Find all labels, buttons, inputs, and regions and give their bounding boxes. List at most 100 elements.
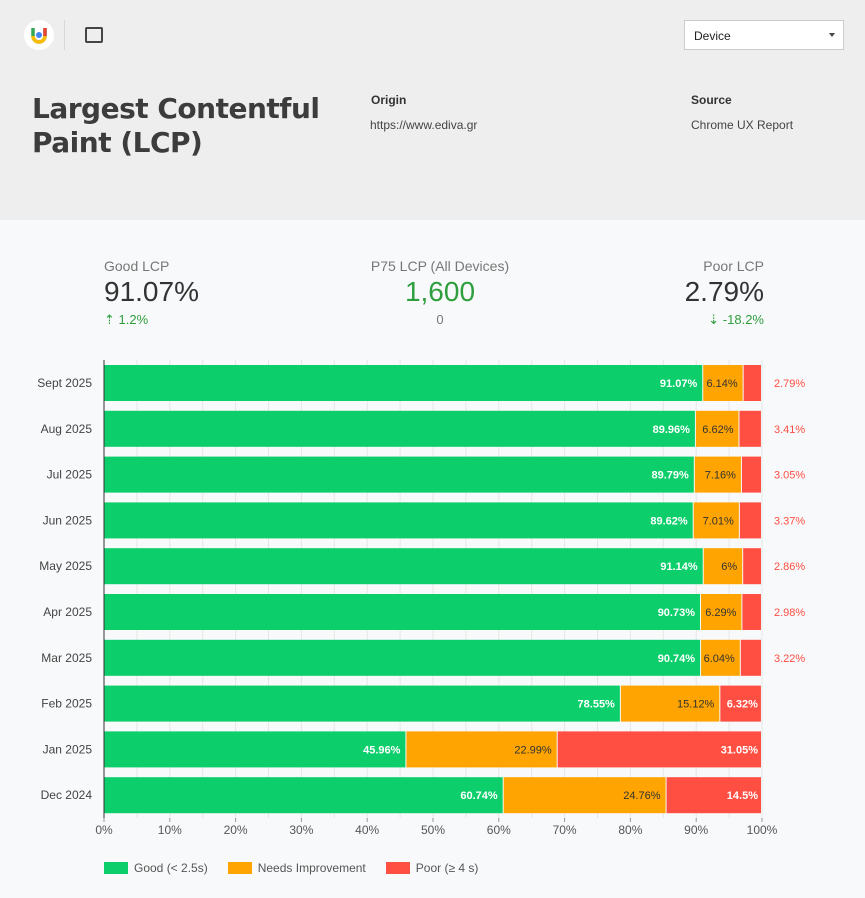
arrow-up-icon: ⇡ [104, 312, 119, 327]
data-label-needs-improvement: 6.62% [702, 424, 733, 436]
data-label-needs-improvement: 24.76% [623, 790, 661, 802]
x-tick-label: 60% [487, 823, 511, 837]
y-tick-label: Jul 2025 [47, 468, 93, 482]
data-label-poor: 2.79% [774, 378, 805, 390]
chart-legend: Good (< 2.5s) Needs Improvement Poor (≥ … [104, 861, 498, 875]
y-tick-label: Jan 2025 [43, 742, 93, 756]
legend-label: Poor (≥ 4 s) [415, 861, 479, 875]
y-tick-label: Apr 2025 [43, 605, 92, 619]
legend-label: Good (< 2.5s) [134, 861, 208, 875]
legend-label: Needs Improvement [257, 861, 366, 875]
kpi-delta: 0 [436, 312, 444, 327]
origin-label: Origin [371, 93, 407, 107]
bar-needs-improvement [701, 639, 740, 676]
legend-swatch [104, 862, 128, 874]
data-label-needs-improvement: 15.12% [677, 699, 715, 711]
looker-studio-logo-icon[interactable] [24, 20, 54, 50]
data-label-poor: 3.37% [774, 515, 805, 527]
x-tick-label: 10% [158, 823, 182, 837]
bar-good [104, 777, 503, 814]
data-label-poor: 2.86% [774, 561, 805, 573]
kpi-p75-lcp: P75 LCP (All Devices) 1,600 0 [340, 258, 540, 327]
x-tick-label: 70% [553, 823, 577, 837]
bar-poor [557, 731, 761, 768]
y-tick-label: Sept 2025 [37, 376, 92, 390]
data-label-needs-improvement: 6.04% [704, 653, 735, 665]
kpi-delta: ⇡ 1.2% [104, 312, 304, 328]
source-value: Chrome UX Report [691, 118, 794, 132]
x-tick-label: 50% [421, 823, 445, 837]
data-label-poor: 31.05% [721, 744, 759, 756]
kpi-good-lcp: Good LCP 91.07% ⇡ 1.2% [104, 258, 304, 328]
bar-needs-improvement [693, 502, 739, 539]
device-select[interactable]: Device [684, 20, 844, 50]
data-label-poor: 14.5% [727, 790, 758, 802]
bar-poor [740, 639, 761, 676]
legend-item-good[interactable]: Good (< 2.5s) [104, 861, 208, 875]
x-tick-label: 30% [289, 823, 313, 837]
bar-poor [743, 548, 761, 585]
x-tick-label: 40% [355, 823, 379, 837]
bar-needs-improvement [406, 731, 557, 768]
data-label-needs-improvement: 6.29% [705, 607, 736, 619]
kpi-label: Poor LCP [703, 258, 764, 274]
data-label-good: 89.96% [653, 424, 691, 436]
y-tick-label: Aug 2025 [41, 422, 93, 436]
bar-needs-improvement [695, 410, 739, 447]
data-label-poor: 3.41% [774, 424, 805, 436]
bar-needs-improvement [701, 594, 742, 630]
bar-poor [739, 502, 761, 539]
data-label-needs-improvement: 22.99% [514, 744, 552, 756]
data-label-good: 91.14% [660, 561, 698, 573]
report-header: Device Largest Contentful Paint (LCP) Or… [0, 0, 865, 220]
data-label-needs-improvement: 7.16% [705, 470, 736, 482]
kpi-poor-lcp: Poor LCP 2.79% ⇣ -18.2% [564, 258, 764, 328]
kpi-label: Good LCP [104, 258, 170, 274]
y-tick-label: Feb 2025 [41, 697, 92, 711]
fullscreen-icon[interactable] [85, 27, 103, 43]
kpi-value: 91.07% [104, 276, 199, 307]
origin-value: https://www.ediva.gr [370, 118, 478, 132]
x-tick-label: 20% [224, 823, 248, 837]
bar-good [104, 639, 701, 676]
data-label-needs-improvement: 6% [721, 561, 737, 573]
bar-poor [743, 365, 761, 401]
bar-needs-improvement [503, 777, 666, 814]
data-label-poor: 6.32% [727, 699, 758, 711]
arrow-down-icon: ⇣ [708, 312, 723, 327]
source-label: Source [691, 93, 732, 107]
data-label-good: 91.07% [660, 378, 698, 390]
y-tick-label: Jun 2025 [43, 513, 93, 527]
device-select-value: Device [694, 29, 731, 43]
kpi-delta-value: -18.2% [722, 312, 764, 327]
data-label-poor: 3.05% [774, 470, 805, 482]
bar-good [104, 685, 620, 722]
y-tick-label: May 2025 [39, 559, 92, 573]
data-label-good: 89.79% [652, 470, 690, 482]
bar-needs-improvement [703, 548, 743, 585]
bar-needs-improvement [694, 456, 741, 493]
data-label-good: 89.62% [650, 515, 688, 527]
page-title: Largest Contentful Paint (LCP) [32, 92, 320, 159]
kpi-value: 2.79% [684, 276, 764, 307]
legend-item-needs-improvement[interactable]: Needs Improvement [227, 861, 366, 875]
data-label-needs-improvement: 6.14% [706, 378, 737, 390]
kpi-delta: ⇣ -18.2% [564, 312, 764, 328]
bar-poor [720, 685, 761, 722]
data-label-good: 78.55% [578, 699, 616, 711]
x-tick-label: 100% [747, 823, 778, 837]
legend-item-poor[interactable]: Poor (≥ 4 s) [385, 861, 479, 875]
x-tick-label: 90% [684, 823, 708, 837]
data-label-good: 60.74% [460, 790, 498, 802]
kpi-delta-value: 1.2% [118, 312, 149, 327]
dropdown-caret-icon [829, 33, 835, 37]
bar-good [104, 731, 406, 768]
bar-poor [741, 456, 761, 493]
bar-good [104, 365, 703, 401]
data-label-poor: 2.98% [774, 607, 805, 619]
data-label-good: 90.73% [658, 607, 696, 619]
x-tick-label: 0% [95, 823, 113, 837]
bar-good [104, 548, 703, 585]
y-tick-label: Mar 2025 [41, 651, 92, 665]
